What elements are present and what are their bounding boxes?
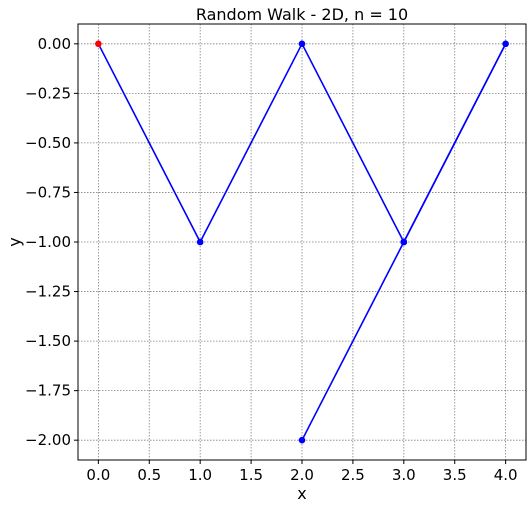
y-axis: 0.00 −0.25 −0.50 −0.75 −1.00 −1.25 −1.50 −1.75 −… <box>25 35 78 449</box>
walk-point <box>298 40 306 48</box>
x-tick-label: 0.0 <box>86 466 110 484</box>
x-tick-label: 2.0 <box>290 466 314 484</box>
x-tick-label: 1.5 <box>239 466 263 484</box>
walk-segment <box>97 43 201 243</box>
y-tick-label: −1.25 <box>25 283 71 301</box>
walk-point <box>298 436 306 444</box>
walk-segment <box>199 43 303 243</box>
x-tick-label: 0.5 <box>137 466 161 484</box>
x-tick-label: 3.0 <box>392 466 416 484</box>
y-tick-label: −2.00 <box>25 431 71 449</box>
x-axis-label: x <box>297 484 306 503</box>
walk-segment <box>301 43 405 243</box>
walk-segment <box>301 241 405 441</box>
y-tick-label: −0.75 <box>25 183 71 201</box>
chart-title: Random Walk - 2D, n = 10 <box>196 5 408 24</box>
grid-lines <box>78 24 526 460</box>
walk-start-point <box>95 40 102 48</box>
y-tick-label: −0.50 <box>25 134 71 152</box>
y-tick-label: −1.50 <box>25 332 71 350</box>
walk-point <box>502 40 509 48</box>
walk-path-group <box>97 43 507 441</box>
walk-segment <box>403 43 507 243</box>
walk-point <box>196 238 204 246</box>
y-tick-label: −1.75 <box>25 382 71 400</box>
walk-points-group <box>95 40 509 444</box>
walk-point <box>400 238 408 246</box>
x-tick-label: 1.0 <box>188 466 212 484</box>
y-tick-label: 0.00 <box>38 35 71 53</box>
x-tick-label: 4.0 <box>494 466 518 484</box>
x-tick-label: 3.5 <box>443 466 467 484</box>
y-tick-label: −1.00 <box>25 233 71 251</box>
y-tick-label: −0.25 <box>25 84 71 102</box>
x-axis: 0.0 0.5 1.0 1.5 2.0 2.5 3.0 3.5 4.0 <box>86 460 518 484</box>
x-tick-label: 2.5 <box>341 466 365 484</box>
y-axis-label: y <box>5 237 24 246</box>
